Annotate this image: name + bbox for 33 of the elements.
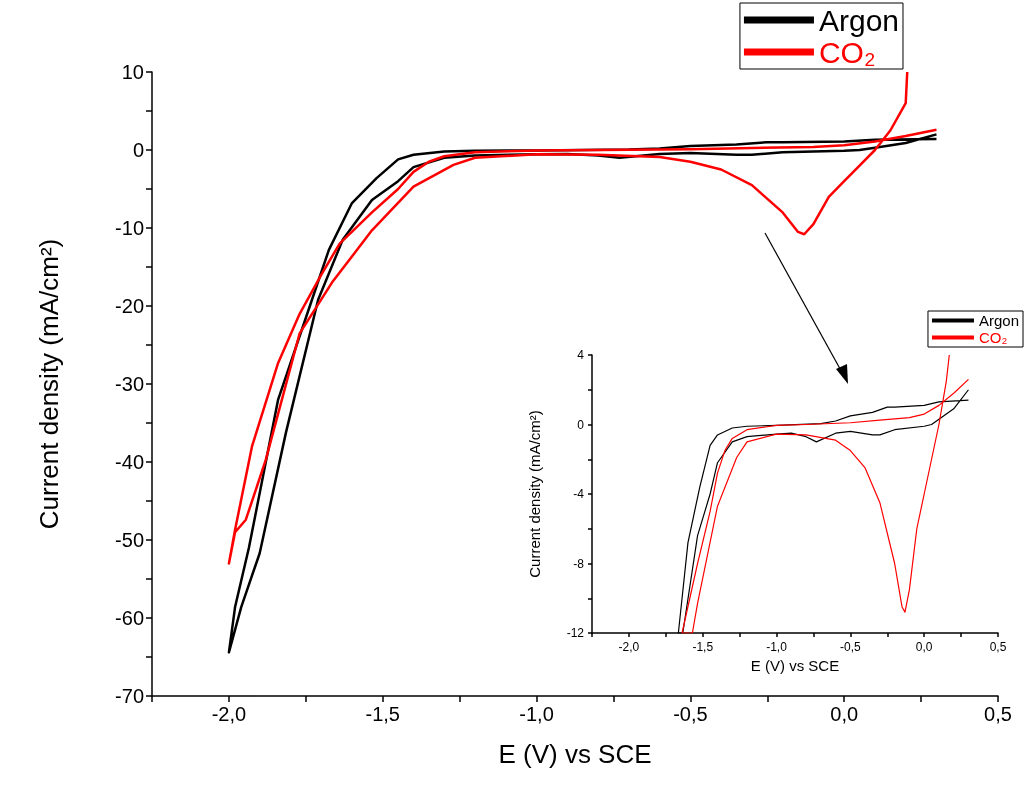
x-tick-label: -2,0	[618, 640, 640, 654]
y-tick-label: -70	[115, 685, 144, 707]
y-tick-label: 0	[577, 417, 585, 432]
y-tick-label: -30	[115, 373, 144, 395]
x-tick-label: -0,5	[673, 703, 708, 725]
x-tick-label: -1,0	[766, 640, 788, 654]
legend-label: Argon	[978, 312, 1019, 329]
y-tick-label: 4	[577, 348, 585, 362]
y-axis-title: Current density (mA/cm²)	[34, 238, 64, 530]
y-tick-label: -40	[115, 451, 144, 473]
x-tick-label: -1,5	[365, 703, 400, 725]
y-tick-label: -60	[115, 607, 144, 629]
y-tick-label: -12	[566, 626, 585, 640]
y-tick-label: -20	[115, 295, 144, 317]
y-tick-label: 10	[121, 61, 144, 83]
y-tick-label: -4	[573, 487, 585, 501]
y-tick-label: 0	[132, 139, 144, 161]
y-tick-label: -50	[115, 529, 144, 551]
x-tick-label: 0,0	[830, 703, 859, 725]
x-axis-title: E (V) vs SCE	[750, 657, 840, 674]
y-tick-label: -10	[115, 217, 144, 239]
legend-label: Argon	[818, 3, 900, 37]
x-tick-label: -0,5	[840, 640, 862, 654]
x-tick-label: 0,5	[989, 640, 1007, 654]
x-tick-label: 0,5	[984, 703, 1012, 725]
y-tick-label: -8	[573, 556, 585, 571]
y-axis-title: Current density (mA/cm²)	[526, 410, 543, 578]
x-tick-label: -1,0	[519, 703, 554, 725]
legend-label: CO₂	[978, 329, 1008, 346]
x-tick-label: -1,5	[692, 640, 714, 654]
x-tick-label: 0,0	[915, 640, 933, 654]
x-tick-label: -2,0	[211, 703, 247, 725]
x-axis-title: E (V) vs SCE	[498, 739, 652, 769]
